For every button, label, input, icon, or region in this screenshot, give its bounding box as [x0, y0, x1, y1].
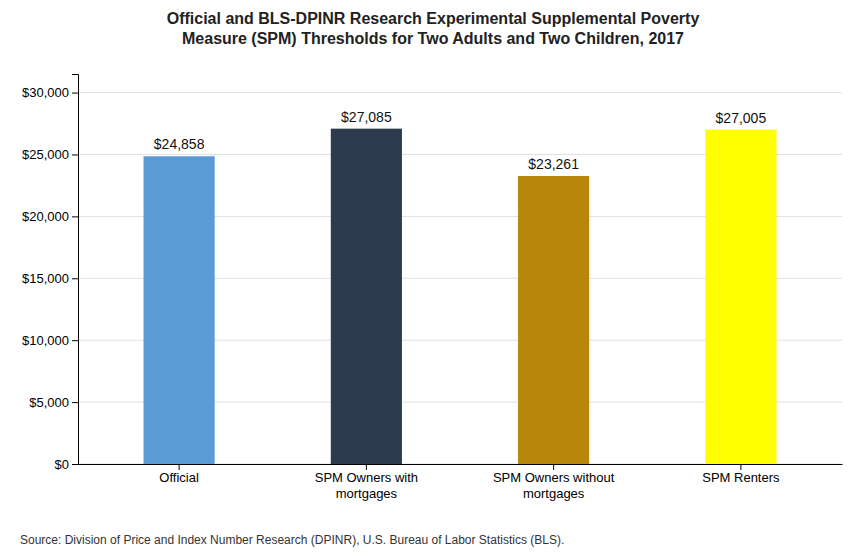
y-tick: $25,000	[22, 147, 78, 162]
plot: $0 $5,000 $10,000 $15,000 $20,000 $25,000 $30,…	[22, 75, 843, 501]
y-tick-label: $25,000	[22, 147, 69, 162]
data-label: $27,085	[341, 109, 392, 125]
y-tick-mark	[72, 340, 78, 341]
grid-line	[78, 92, 842, 93]
x-axis: OfficialSPM Owners withmortgagesSPM Owne…	[79, 464, 843, 501]
x-tick-mark	[179, 464, 180, 470]
bar	[331, 129, 402, 464]
bar	[518, 176, 589, 464]
y-tick: $20,000	[22, 209, 78, 224]
x-tick-label-line: mortgages	[523, 486, 585, 501]
x-tick-label: SPM Owners withmortgages	[315, 470, 418, 501]
y-tick-label: $15,000	[22, 271, 69, 286]
title-line: Measure (SPM) Thresholds for Two Adults …	[182, 30, 684, 47]
y-tick-mark	[72, 154, 78, 155]
data-label: $24,858	[154, 136, 205, 152]
x-tick-label-line: SPM Owners without	[493, 470, 615, 485]
x-tick-mark	[740, 464, 741, 470]
y-tick-mark	[72, 216, 78, 217]
x-tick-label-line: mortgages	[336, 486, 398, 501]
x-tick-label-line: SPM Owners with	[315, 470, 418, 485]
title-line: Official and BLS-DPINR Research Experime…	[167, 10, 700, 27]
grid	[78, 93, 842, 464]
y-axis: $0 $5,000 $10,000 $15,000 $20,000 $25,000 $30,…	[22, 75, 79, 472]
y-tick: $5,000	[29, 395, 78, 410]
x-tick-label-line: Official	[159, 470, 199, 485]
y-tick-label: $30,000	[22, 85, 69, 100]
x-tick: SPM Renters	[702, 464, 780, 485]
y-tick: $15,000	[22, 271, 78, 286]
y-tick-label: $5,000	[29, 395, 69, 410]
y-tick-mark	[72, 402, 78, 403]
x-axis-line	[79, 464, 843, 465]
data-labels: $24,858 $27,085 $23,261 $27,005	[154, 109, 767, 172]
x-tick: SPM Owners withoutmortgages	[493, 464, 615, 501]
x-tick-label-line: SPM Renters	[702, 470, 780, 485]
title: Official and BLS-DPINR Research Experime…	[167, 10, 700, 47]
x-tick: Official	[159, 464, 199, 485]
x-tick-label: SPM Owners withoutmortgages	[493, 470, 615, 501]
bar	[705, 130, 776, 464]
x-tick-mark	[366, 464, 367, 470]
y-tick-label: $20,000	[22, 209, 69, 224]
y-tick: $30,000	[22, 85, 78, 100]
data-label: $27,005	[716, 110, 767, 126]
data-label: $23,261	[528, 156, 579, 172]
y-tick: $0	[55, 457, 78, 472]
x-tick-mark	[553, 464, 554, 470]
y-tick-mark	[72, 464, 78, 465]
y-tick-mark	[72, 278, 78, 279]
bar	[144, 156, 215, 464]
bars	[144, 129, 777, 464]
source-note: Source: Division of Price and Index Numb…	[20, 533, 564, 547]
x-tick-label: SPM Renters	[702, 470, 780, 485]
chart: Official and BLS-DPINR Research Experime…	[0, 0, 866, 556]
y-axis-line	[72, 75, 79, 465]
y-tick-mark	[72, 93, 78, 94]
x-tick-label: Official	[159, 470, 199, 485]
y-tick: $10,000	[22, 333, 78, 348]
x-tick: SPM Owners withmortgages	[315, 464, 418, 501]
y-tick-label: $10,000	[22, 333, 69, 348]
y-tick-label: $0	[55, 457, 69, 472]
